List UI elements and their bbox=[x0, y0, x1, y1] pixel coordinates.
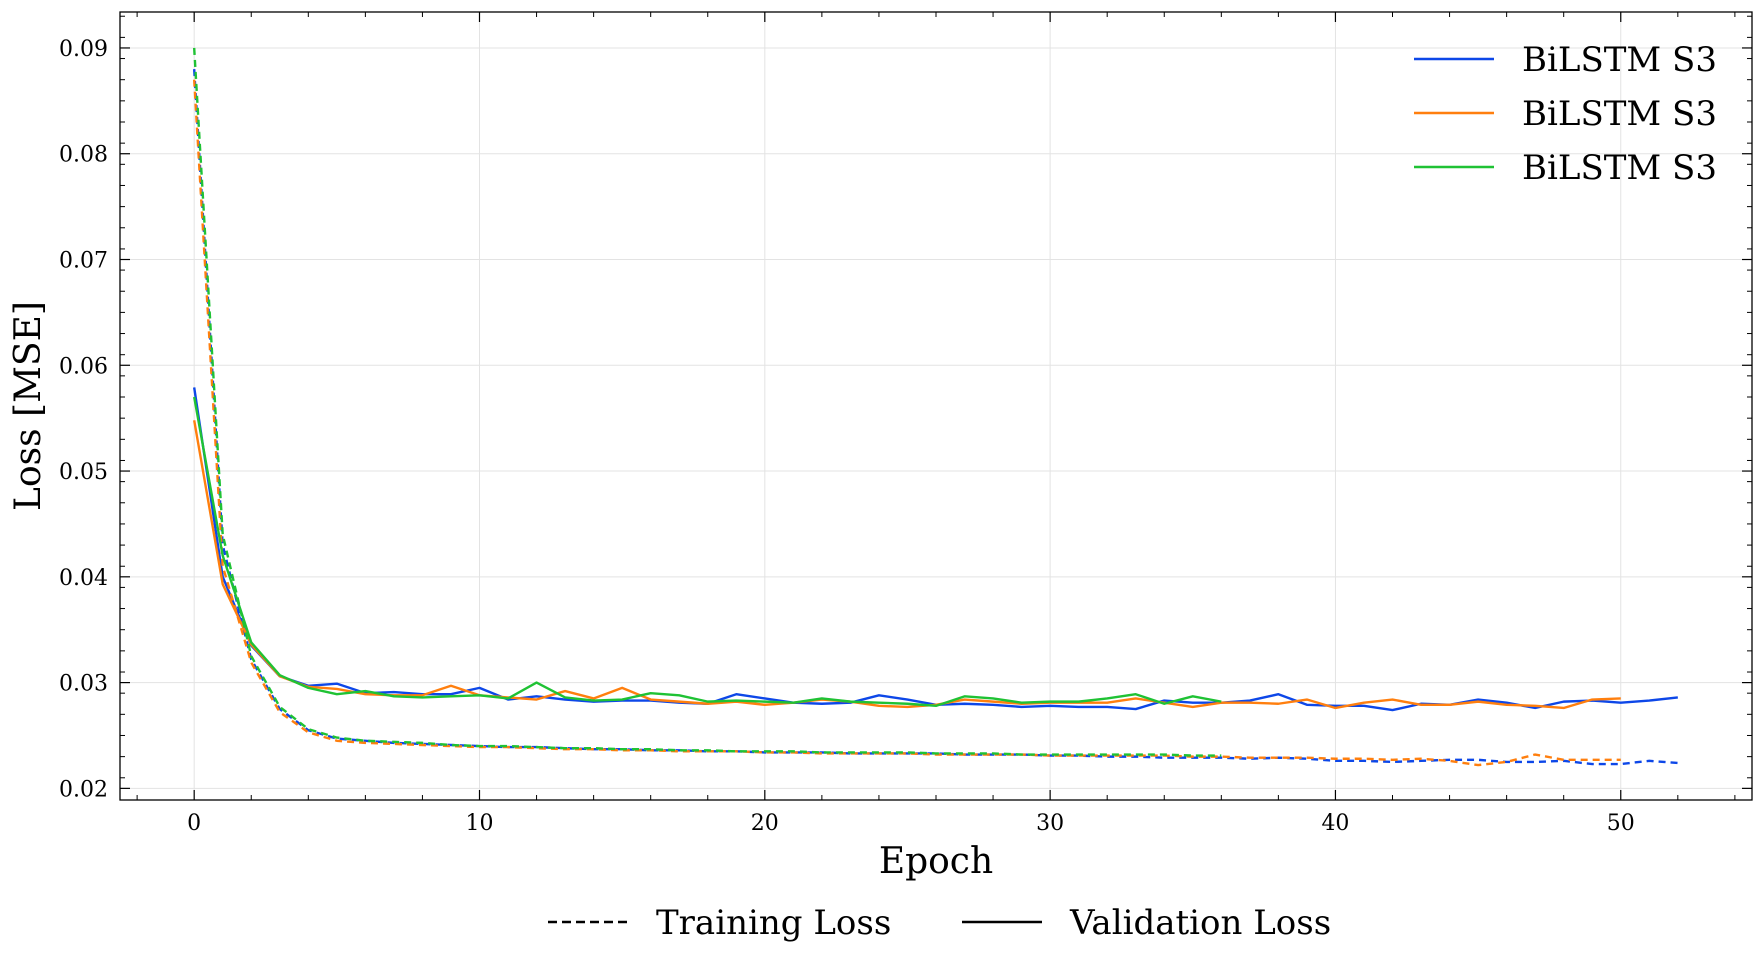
x-tick-label: 10 bbox=[465, 811, 493, 836]
x-tick-label: 0 bbox=[187, 811, 201, 836]
x-axis-label: Epoch bbox=[879, 841, 993, 882]
training-loss-line-3 bbox=[192, 79, 1621, 767]
series-legend: BiLSTM S3 BiLSTM S3 BiLSTM S3 bbox=[1414, 40, 1717, 188]
training-loss-line-5 bbox=[192, 47, 1222, 757]
tick-marks bbox=[120, 12, 1752, 800]
series-layer bbox=[192, 47, 1678, 767]
validation-loss-line-4 bbox=[192, 396, 1222, 708]
tick-labels: 0 10 20 30 40 50 0.02 0.03 0.04 0.05 0.06 0.07 0.08 0… bbox=[59, 37, 1635, 836]
grid-lines bbox=[120, 12, 1752, 800]
style-legend-label: Validation Loss bbox=[1069, 903, 1331, 943]
x-tick-label: 30 bbox=[1036, 811, 1064, 836]
y-tick-label: 0.05 bbox=[59, 460, 108, 485]
legend-label: BiLSTM S3 bbox=[1522, 94, 1717, 134]
y-tick-label: 0.07 bbox=[59, 249, 108, 274]
validation-loss-line-2 bbox=[192, 420, 1621, 710]
y-tick-label: 0.03 bbox=[59, 672, 108, 697]
y-axis-label: Loss [MSE] bbox=[8, 301, 49, 511]
y-tick-label: 0.08 bbox=[59, 143, 108, 168]
y-tick-label: 0.04 bbox=[59, 566, 108, 591]
legend-label: BiLSTM S3 bbox=[1522, 148, 1717, 188]
legend-label: BiLSTM S3 bbox=[1522, 40, 1717, 80]
y-tick-label: 0.06 bbox=[59, 354, 108, 379]
y-tick-label: 0.09 bbox=[59, 37, 108, 62]
y-tick-label: 0.02 bbox=[59, 777, 108, 802]
x-tick-label: 20 bbox=[751, 811, 779, 836]
line-style-legend: Training Loss Validation Loss bbox=[548, 903, 1331, 943]
x-tick-label: 40 bbox=[1321, 811, 1349, 836]
x-tick-label: 50 bbox=[1607, 811, 1635, 836]
style-legend-label: Training Loss bbox=[656, 903, 891, 943]
